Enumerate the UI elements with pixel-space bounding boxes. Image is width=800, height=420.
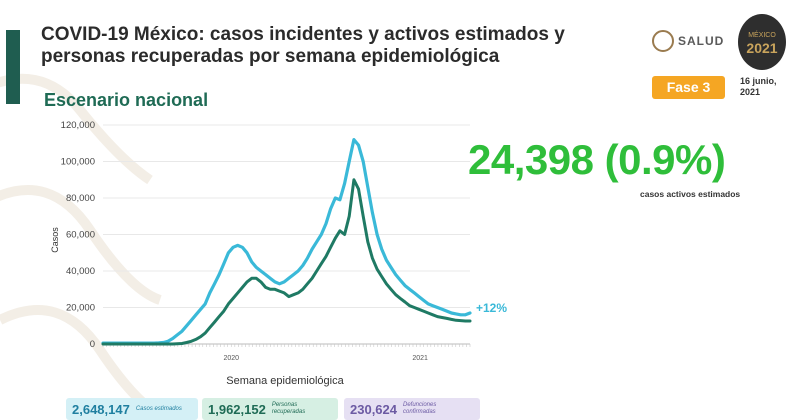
y-tick-label: 20,000 (66, 303, 95, 314)
y-tick-label: 100,000 (61, 157, 95, 168)
stat-estimated-number: 2,648,147 (72, 401, 130, 417)
stat-estimated-cases: 2,648,147 Casos estimados (66, 398, 198, 420)
title-accent-bar (6, 30, 20, 104)
active-cases-highlight: 24,398 (0.9%) (468, 136, 726, 183)
stat-estimated-label: Casos estimados (135, 405, 182, 412)
salud-logo-text: SALUD (678, 34, 725, 48)
x-year-label: 2021 (412, 355, 428, 362)
y-tick-label: 60,000 (66, 230, 95, 241)
series-line-active (101, 178, 472, 346)
salud-emblem-icon (652, 30, 674, 52)
stat-deaths-label: Defunciones confirmadas (403, 402, 437, 415)
y-tick-label: 80,000 (66, 193, 95, 204)
y-tick-label: 0 (90, 339, 95, 350)
y-axis: 0 20,000 40,000 60,000 80,000 100,000 120,000 (61, 120, 95, 350)
scenario-subtitle: Escenario nacional (44, 90, 209, 110)
salud-logo: SALUD (652, 30, 724, 52)
active-cases-caption: casos activos estimados (640, 189, 741, 199)
report-date: 16 junio, 2021 (740, 76, 777, 97)
x-axis: 2020 2021 (102, 343, 471, 362)
bicentennial-seal: MÉXICO 2021 (738, 14, 786, 70)
x-axis-label: Semana epidemiológica (226, 375, 344, 387)
stat-deaths: 230,624 Defunciones confirmadas (344, 398, 480, 420)
chart-grid (103, 124, 470, 345)
seal-year: 2021 (746, 40, 778, 56)
series-change-annotation: +12% (476, 301, 507, 315)
stat-recovered-number: 1,962,152 (208, 401, 266, 417)
seal-small-text: MÉXICO (748, 32, 776, 39)
y-axis-label: Casos (50, 227, 60, 253)
x-year-label: 2020 (223, 355, 239, 362)
y-tick-label: 40,000 (66, 266, 95, 277)
series-line-incident-estimated (101, 138, 472, 345)
stat-deaths-number: 230,624 (350, 401, 397, 417)
chart-series (101, 138, 472, 346)
stat-recovered: 1,962,152 Personas recuperadas (202, 398, 338, 420)
page-title: COVID-19 México: casos incidentes y acti… (41, 24, 565, 67)
chart-labels: Semana epidemiológica Casos +12% (50, 227, 507, 387)
stat-recovered-label: Personas recuperadas (271, 402, 306, 415)
y-tick-label: 120,000 (61, 120, 95, 131)
phase-badge: Fase 3 (652, 76, 725, 99)
